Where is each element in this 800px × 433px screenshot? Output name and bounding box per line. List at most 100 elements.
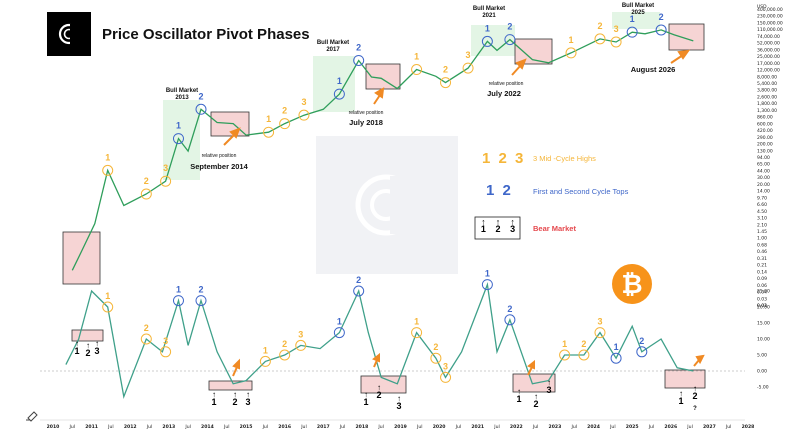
price-cycle-label: 1 — [630, 14, 635, 24]
bear-arrow: ↑ — [534, 392, 538, 401]
page-title: Price Oscillator Pivot Phases — [102, 26, 310, 43]
y-tick-label: 4.50 — [757, 209, 767, 215]
y-tick-label: 1,300.00 — [757, 108, 777, 114]
osc-cycle-label: 3 — [597, 317, 602, 327]
relpos-2018: relative position — [349, 110, 384, 116]
y-tick-label: 200.00 — [757, 142, 773, 148]
price-cycle-marker — [481, 35, 493, 47]
x-tick-label: Jul — [493, 424, 500, 430]
bear-phase-number: 2 — [85, 348, 90, 358]
x-tick-label: Jul — [686, 424, 693, 430]
x-tick-label: 2022 — [510, 424, 523, 430]
currency-label: USD — [757, 4, 767, 10]
bear-arrow: ↑ — [517, 387, 521, 396]
price-cycle-marker — [594, 33, 606, 45]
price-cycle-label: 1 — [176, 121, 181, 131]
osc-cycle-label: 2 — [507, 304, 512, 314]
bear-arrow: ↑ — [246, 390, 250, 399]
bull-label-2021: Bull Market 2021 — [473, 6, 505, 19]
x-tick-label: Jul — [648, 424, 655, 430]
bull-label-2013: Bull Market 2013 — [166, 88, 198, 101]
osc-cycle-label: 2 — [356, 275, 361, 285]
bull-zone-2025 — [612, 12, 660, 29]
osc-tick-label: 20.00 — [757, 305, 770, 311]
bull-label-2025: Bull Market 2025 — [622, 3, 654, 16]
y-tick-label: 0.04 — [757, 290, 767, 296]
y-tick-label: 600.00 — [757, 121, 773, 127]
bull-zone-2017 — [313, 56, 355, 112]
y-tick-label: 2.10 — [757, 222, 767, 228]
y-tick-label: 0.09 — [757, 276, 767, 282]
x-tick-label: Jul — [532, 424, 539, 430]
bear-phase-number: 2 — [232, 397, 237, 407]
svg-text:₿: ₿ — [621, 270, 642, 300]
relpos-2014-date: September 2014 — [190, 162, 248, 171]
y-tick-label: 44.00 — [757, 168, 770, 174]
legend-mid-cycle-nums: 1 2 3 — [482, 150, 526, 167]
osc-cycle-label: 1 — [614, 342, 619, 352]
bear-phase-number: 1 — [74, 346, 79, 356]
osc-cycle-label: 2 — [639, 336, 644, 346]
osc-cycle-marker — [430, 352, 442, 364]
x-tick-label: Jul — [184, 424, 191, 430]
y-tick-label: 860.00 — [757, 115, 773, 121]
price-cycle-label: 1 — [485, 23, 490, 33]
x-tick-label: 2010 — [47, 424, 60, 430]
osc-cycle-label: 3 — [443, 361, 448, 371]
price-cycle-marker — [626, 26, 638, 38]
x-tick-label: 2027 — [703, 424, 716, 430]
x-tick-label: Jul — [300, 424, 307, 430]
x-tick-label: 2028 — [742, 424, 755, 430]
y-tick-label: 30.00 — [757, 175, 770, 181]
y-tick-label: 0.01 — [757, 303, 767, 309]
y-tick-label: 5,400.00 — [757, 81, 777, 87]
price-cycle-marker — [504, 34, 516, 46]
y-tick-label: 0.46 — [757, 249, 767, 255]
osc-cycle-label: 1 — [337, 317, 342, 327]
osc-cycle-label: 2 — [199, 285, 204, 295]
osc-cycle-marker — [610, 352, 622, 364]
y-tick-label: 230,000.00 — [757, 14, 783, 20]
price-cycle-marker — [353, 54, 365, 66]
bitcoin-icon: ₿ — [612, 264, 652, 304]
settings-corner-icon[interactable] — [26, 411, 38, 422]
bear-phase-number: 2 — [533, 399, 538, 409]
osc-cycle-label: 3 — [298, 329, 303, 339]
osc-cycle-label: 1 — [562, 339, 567, 349]
y-tick-label: 9.70 — [757, 195, 767, 201]
x-tick-label: 2014 — [201, 424, 214, 430]
y-tick-label: 6.60 — [757, 202, 767, 208]
legend-bear-nums: ↑ 1 ↑ 2 ↑ 3 — [480, 217, 516, 234]
x-tick-label: 2018 — [355, 424, 368, 430]
y-tick-label: 14.00 — [757, 189, 770, 195]
price-cycle-label: 2 — [659, 12, 664, 22]
bear-phase-number: 2 — [692, 391, 697, 401]
bull-label-2017: Bull Market 2017 — [317, 40, 349, 53]
osc-cycle-marker — [594, 327, 606, 339]
price-line — [71, 29, 694, 271]
bear-box-2026 — [668, 23, 705, 51]
logo-mark-icon — [58, 23, 80, 45]
osc-tick-label: 10.00 — [757, 337, 770, 343]
price-cycle-marker — [333, 88, 345, 100]
bear-phase-number: 1 — [678, 396, 683, 406]
x-tick-label: 2016 — [278, 424, 291, 430]
y-tick-label: 1,800.00 — [757, 101, 777, 107]
price-cycle-label: 2 — [199, 91, 204, 101]
osc-cycle-marker — [172, 295, 184, 307]
y-tick-label: 420.00 — [757, 128, 773, 134]
bear-arrow: ↑ — [233, 390, 237, 399]
bear-arrow: ↑ — [547, 378, 551, 387]
x-tick-label: Jul — [107, 424, 114, 430]
price-cycle-label: 3 — [163, 163, 168, 173]
x-tick-label: 2012 — [124, 424, 137, 430]
x-tick-label: Jul — [223, 424, 230, 430]
price-cycle-label: 2 — [507, 22, 512, 32]
y-tick-label: 0.06 — [757, 283, 767, 289]
osc-cycle-marker — [279, 349, 291, 361]
x-tick-label: 2025 — [626, 424, 639, 430]
y-tick-label: 290.00 — [757, 135, 773, 141]
bear-arrow: ↑ — [86, 341, 90, 350]
y-tick-label: 0.21 — [757, 263, 767, 269]
y-tick-label: 25,000.00 — [757, 54, 780, 60]
